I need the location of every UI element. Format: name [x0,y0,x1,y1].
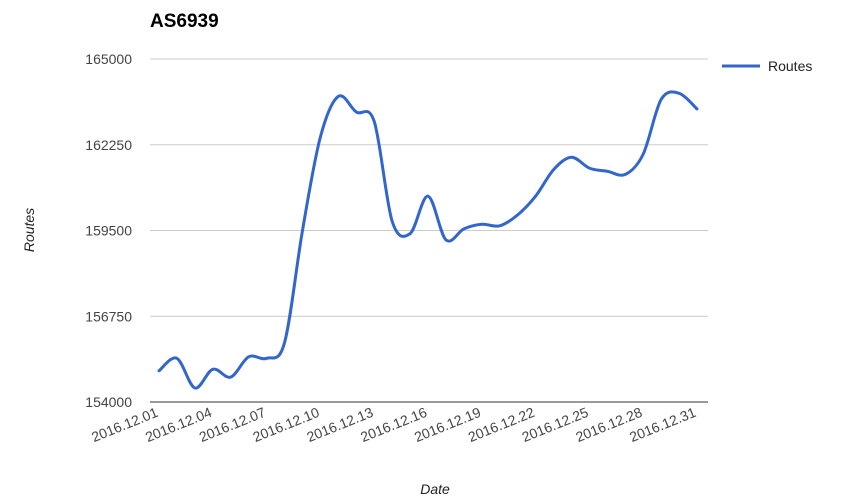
data-point [480,222,484,226]
data-point [300,229,304,233]
data-point [659,98,663,102]
y-tick-label: 162250 [85,137,132,153]
y-axis-title: Routes [21,208,37,252]
y-tick-label: 159500 [85,223,132,239]
data-point [193,386,197,390]
data-point [247,355,251,359]
data-point [390,219,394,223]
y-axis: 154000 156750 159500 162250 165000 [85,51,132,410]
x-axis-title: Date [420,481,450,497]
y-tick-label: 156750 [85,308,132,324]
data-point [462,227,466,231]
data-point [426,194,430,198]
chart-title: AS6939 [150,11,219,32]
data-point [157,369,161,373]
data-point [677,91,681,95]
data-point [372,119,376,123]
data-point [498,224,502,228]
data-point [408,232,412,236]
legend: Routes [722,58,812,74]
data-point [623,172,627,176]
data-point [211,367,215,371]
data-point [336,94,340,98]
data-point [641,152,645,156]
data-point [265,356,269,360]
y-tick-label: 154000 [85,394,132,410]
data-point [444,238,448,242]
data-point [229,375,233,379]
data-point [605,169,609,173]
data-point [175,356,179,360]
data-point [283,341,287,345]
data-point [534,194,538,198]
data-point [516,213,520,217]
grid [150,58,708,403]
data-point [569,155,573,159]
y-tick-label: 165000 [85,51,132,67]
plot-area [157,90,699,390]
data-point [552,168,556,172]
data-point [587,166,591,170]
data-point [354,110,358,114]
series-line-routes [157,90,699,390]
legend-label-routes: Routes [768,58,812,74]
data-point [695,107,699,111]
x-axis: 2016.12.012016.12.042016.12.072016.12.10… [89,404,698,445]
data-point [318,135,322,139]
